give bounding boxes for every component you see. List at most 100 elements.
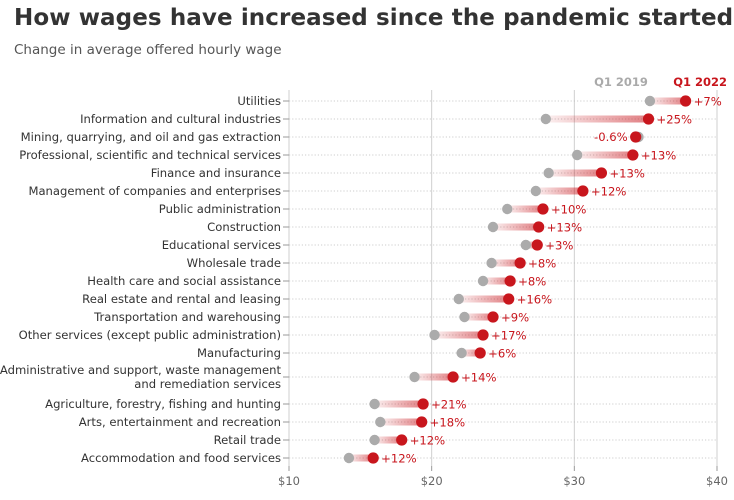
change-label: +17% (491, 329, 526, 343)
dot-q1-2022 (447, 371, 459, 383)
category-label: Accommodation and food services (81, 451, 281, 465)
connector-bar (434, 331, 484, 339)
connector-bar (374, 436, 402, 444)
change-label: +10% (551, 203, 586, 217)
category-label: Health care and social assistance (87, 274, 281, 288)
connector-bar (464, 313, 494, 321)
connector-bar (414, 373, 454, 381)
dot-q1-2019 (486, 257, 497, 269)
dot-q1-2022 (595, 167, 608, 179)
category-label: Mining, quarrying, and oil and gas extra… (21, 130, 281, 144)
dot-q1-2019 (343, 452, 355, 464)
change-label: +12% (410, 434, 445, 448)
legend-q1-2019: Q1 2019 (594, 75, 648, 89)
change-label: +12% (591, 185, 626, 199)
category-label: Retail trade (214, 433, 281, 447)
connector-bar (374, 400, 424, 408)
connector-bar (577, 151, 633, 159)
connector-bar (545, 115, 649, 123)
connector-bar (493, 223, 539, 231)
legend: Q1 2019 Q1 2022 (594, 75, 727, 89)
connector-bar (380, 418, 422, 426)
chart-subtitle: Change in average offered hourly wage (14, 42, 282, 58)
dot-q1-2022 (577, 185, 589, 197)
legend-q1-2022: Q1 2022 (673, 75, 727, 89)
dot-q1-2019 (477, 275, 489, 287)
dot-q1-2019 (456, 347, 467, 359)
category-label: Utilities (237, 94, 281, 108)
dot-q1-2019 (429, 329, 440, 341)
labels: Utilities +7% Information and cultural ind… (0, 94, 722, 466)
category-label: Transportation and warehousing (93, 310, 281, 324)
dot-q1-2019 (369, 434, 380, 446)
dot-q1-2019 (644, 95, 656, 107)
dot-q1-2019 (453, 293, 464, 305)
x-tick-label: $40 (706, 474, 728, 488)
dots (343, 95, 692, 464)
dot-q1-2022 (504, 275, 516, 287)
change-label: +14% (461, 371, 496, 385)
connector-bar (483, 277, 511, 285)
dot-q1-2022 (533, 221, 545, 233)
dot-q1-2022 (474, 347, 486, 359)
category-label: Real estate and rental and leasing (82, 292, 281, 306)
connector-bar (649, 97, 686, 105)
category-label: Wholesale trade (187, 256, 281, 270)
change-label: +6% (488, 347, 516, 361)
change-label: +7% (694, 95, 722, 109)
dot-q1-2022 (627, 149, 639, 161)
connector-bar (525, 241, 538, 249)
change-label: +13% (547, 221, 582, 235)
change-label: +25% (657, 113, 692, 127)
x-tick-label: $30 (563, 474, 585, 488)
connector-bar (348, 454, 374, 462)
dot-q1-2019 (543, 167, 554, 179)
connector-bar (458, 295, 509, 303)
change-label: +3% (545, 239, 573, 253)
dot-q1-2019 (571, 149, 583, 161)
dot-q1-2022 (477, 329, 489, 341)
dot-q1-2019 (502, 203, 513, 215)
dot-q1-2019 (487, 221, 499, 233)
dot-q1-2022 (537, 203, 549, 215)
dot-q1-2022 (531, 239, 543, 251)
dot-q1-2022 (514, 257, 526, 269)
dot-q1-2022 (487, 311, 499, 323)
connector-bar (491, 259, 521, 267)
change-label: +9% (501, 311, 529, 325)
category-label: Arts, entertainment and recreation (79, 415, 281, 429)
category-label: Management of companies and enterprises (28, 184, 281, 198)
gridlines: $10 $20 $30 $40 (278, 90, 728, 488)
x-tick-label: $10 (278, 474, 300, 488)
change-label: +21% (431, 398, 466, 412)
dot-q1-2022 (680, 95, 692, 107)
category-label: Other services (except public administra… (19, 328, 281, 342)
dot-q1-2019 (540, 113, 551, 125)
category-label: Finance and insurance (151, 166, 281, 180)
category-label: Information and cultural industries (80, 112, 281, 126)
dot-q1-2019 (369, 398, 380, 410)
dot-q1-2019 (459, 311, 470, 323)
category-label: Construction (207, 220, 281, 234)
connectors (348, 97, 686, 462)
change-label: +13% (609, 167, 644, 181)
dot-q1-2022 (417, 398, 429, 410)
change-label: +18% (430, 416, 465, 430)
dot-q1-2022 (503, 293, 515, 305)
connector-bar (548, 169, 602, 177)
category-label: and remediation services (134, 377, 281, 391)
dot-q1-2022 (630, 131, 642, 143)
connector-bar (461, 349, 481, 357)
change-label: +8% (518, 275, 546, 289)
category-label: Educational services (162, 238, 281, 252)
dot-q1-2022 (642, 113, 655, 125)
category-label: Administrative and support, waste manage… (0, 363, 281, 377)
category-label: Public administration (159, 202, 281, 216)
category-label: Manufacturing (197, 346, 281, 360)
connector-bar (535, 187, 583, 195)
dot-q1-2019 (520, 239, 532, 251)
x-tick-label: $20 (421, 474, 443, 488)
connector-bar (507, 205, 543, 213)
change-label: +13% (641, 149, 676, 163)
